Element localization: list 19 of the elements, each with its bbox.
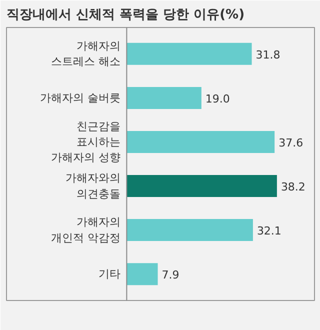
bar — [126, 175, 277, 198]
bar — [126, 263, 158, 286]
y-tick-label: 친근감을 표시하는 가해자의 성향 — [51, 120, 121, 164]
data-label: 38.2 — [280, 180, 306, 194]
data-label: 32.1 — [256, 224, 282, 238]
y-tick-label: 가해자의 술버릇 — [40, 91, 121, 104]
y-tick-label: 가해자의 개인적 악감정 — [51, 216, 121, 244]
bar — [126, 42, 252, 65]
bar — [126, 130, 275, 153]
y-tick-label: 가해자와의 의견충돌 — [66, 172, 121, 200]
bar — [126, 219, 253, 242]
data-label: 37.6 — [278, 136, 304, 150]
y-tick-label: 기타 — [98, 268, 121, 281]
y-tick-label: 가해자의 스트레스 해소 — [51, 40, 121, 68]
data-label: 31.8 — [256, 48, 280, 62]
bar — [126, 86, 202, 109]
data-label: 7.9 — [162, 268, 180, 282]
chart-title: 직장내에서 신체적 폭력을 당한 이유(%) — [6, 8, 245, 22]
data-label: 19.0 — [205, 92, 230, 106]
